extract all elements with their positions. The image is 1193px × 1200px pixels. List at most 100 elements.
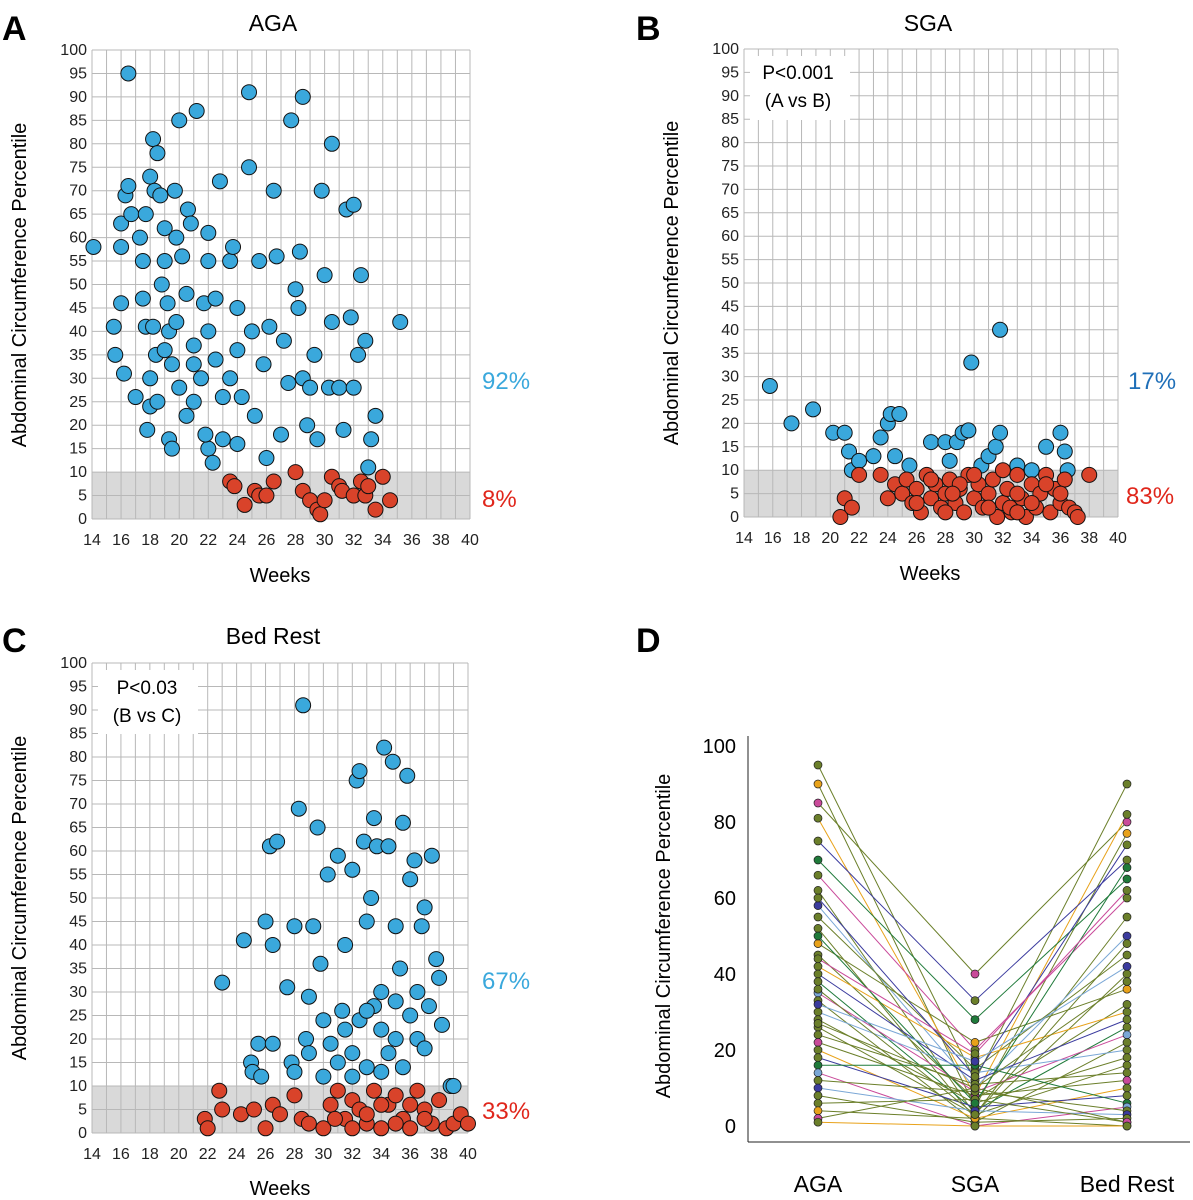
- series-marker: [1122, 893, 1132, 903]
- point-below-10th: [1081, 466, 1098, 483]
- y-tick-label: 65: [69, 206, 87, 223]
- point-above-10th: [851, 452, 868, 469]
- point-above-10th: [178, 407, 195, 424]
- x-tick-label: 20: [170, 532, 188, 549]
- y-tick-label: 30: [721, 369, 739, 386]
- point-above-10th: [387, 1031, 404, 1047]
- point-above-10th: [120, 65, 137, 82]
- point-above-10th: [923, 434, 939, 451]
- point-above-10th: [872, 429, 889, 446]
- chart-title: SGA: [904, 10, 953, 36]
- x-tick-label: 34: [1023, 530, 1041, 547]
- point-below-10th: [360, 478, 377, 495]
- x-tick-label: 36: [403, 532, 421, 549]
- series-marker: [1122, 840, 1132, 850]
- y-tick-label: 35: [721, 345, 739, 362]
- point-below-10th: [344, 1120, 361, 1137]
- point-above-10th: [335, 421, 352, 438]
- point-below-10th: [956, 504, 973, 521]
- point-above-10th: [309, 819, 326, 836]
- point-above-10th: [134, 253, 151, 270]
- x-category-label: Bed Rest: [1080, 1171, 1175, 1197]
- y-axis-label: Abdominal Circumference Percentile: [9, 736, 31, 1061]
- point-below-10th: [944, 485, 961, 502]
- point-above-10th: [258, 450, 275, 467]
- y-tick-label: 15: [69, 441, 87, 458]
- y-tick-label: 75: [69, 159, 87, 176]
- series-marker: [813, 1098, 823, 1108]
- point-below-10th: [994, 462, 1011, 479]
- y-tick-label: 35: [69, 961, 87, 978]
- panel-label: A: [2, 10, 27, 48]
- point-above-10th: [200, 440, 217, 457]
- x-tick-label: 16: [112, 1146, 130, 1163]
- point-above-10th: [207, 290, 224, 307]
- point-below-10th: [312, 506, 329, 523]
- series-marker: [1122, 1000, 1132, 1009]
- series-marker: [1122, 855, 1132, 865]
- point-above-10th: [115, 365, 132, 382]
- point-above-10th: [363, 431, 380, 448]
- point-above-10th: [185, 393, 202, 410]
- y-tick-label: 90: [69, 702, 87, 719]
- point-below-10th: [199, 1120, 216, 1137]
- point-above-10th: [302, 379, 319, 396]
- series-marker: [813, 798, 823, 808]
- point-above-10th: [107, 346, 124, 363]
- point-above-10th: [264, 1035, 281, 1052]
- point-above-10th: [142, 370, 159, 387]
- series-marker: [970, 1072, 980, 1081]
- series-marker: [813, 954, 823, 964]
- point-below-10th: [257, 1120, 274, 1137]
- y-tick-label: 55: [721, 252, 739, 269]
- point-above-10th: [413, 918, 430, 935]
- point-above-10th: [250, 1035, 267, 1052]
- point-above-10th: [344, 861, 361, 878]
- point-below-10th: [1038, 476, 1055, 493]
- x-axis-label: Weeks: [250, 1178, 311, 1200]
- point-above-10th: [323, 314, 340, 331]
- point-above-10th: [342, 309, 359, 326]
- y-tick-label: 15: [721, 439, 739, 456]
- series-marker: [1122, 1038, 1132, 1047]
- point-above-10th: [329, 847, 346, 864]
- point-above-10th: [901, 457, 918, 474]
- point-above-10th: [134, 290, 151, 307]
- point-above-10th: [299, 417, 316, 434]
- point-above-10th: [315, 1012, 332, 1029]
- point-below-10th: [832, 509, 849, 525]
- point-above-10th: [402, 871, 419, 888]
- series-marker: [813, 969, 823, 979]
- y-tick-label: 30: [69, 984, 87, 1001]
- x-tick-label: 18: [793, 530, 811, 547]
- point-below-10th: [1056, 471, 1073, 488]
- series-marker: [970, 1121, 980, 1131]
- point-above-10th: [309, 431, 326, 448]
- point-above-10th: [290, 800, 307, 817]
- point-below-10th: [460, 1115, 476, 1132]
- point-above-10th: [241, 159, 258, 176]
- point-below-10th: [316, 492, 333, 509]
- x-tick-label: 32: [343, 1146, 361, 1163]
- series-marker: [1122, 810, 1132, 819]
- point-below-10th: [851, 466, 868, 483]
- x-category-label: AGA: [794, 1171, 843, 1197]
- point-above-10th: [300, 988, 317, 1005]
- point-above-10th: [350, 346, 367, 363]
- y-tick-label: 80: [721, 135, 739, 152]
- point-above-10th: [428, 951, 445, 968]
- point-above-10th: [200, 253, 217, 270]
- y-tick-label: 70: [721, 181, 739, 198]
- series-marker: [813, 984, 823, 994]
- y-axis-label: Abdominal Circumference Percentile: [653, 774, 675, 1099]
- y-tick-label: 65: [69, 820, 87, 837]
- point-above-10th: [891, 406, 908, 423]
- point-above-10th: [287, 281, 304, 298]
- chart-title: AGA: [249, 10, 298, 36]
- series-marker: [813, 1030, 823, 1040]
- x-tick-label: 30: [965, 530, 983, 547]
- pct-above-label: 17%: [1128, 368, 1176, 395]
- point-below-10th: [287, 464, 304, 481]
- panel-c: 0 5 10 15 20 25 30 35 40 45 50 55 60 65 70 75 80 85 90 95 10…: [2, 622, 530, 1200]
- points: [196, 697, 476, 1137]
